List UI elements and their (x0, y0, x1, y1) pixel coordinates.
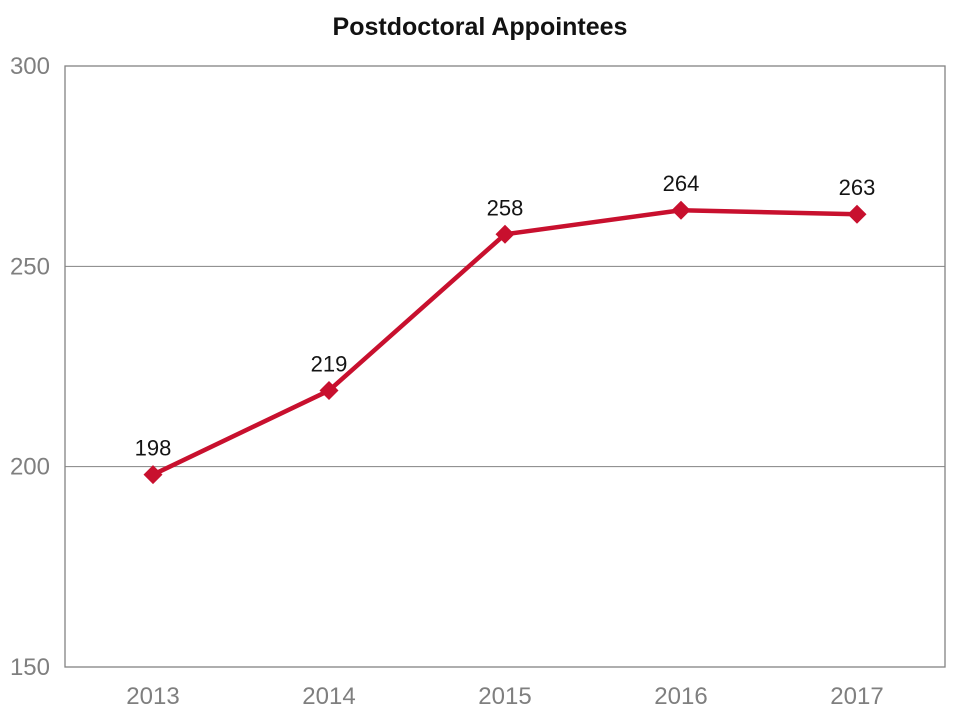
series-line (152, 207, 858, 477)
data-point-marker (495, 224, 515, 244)
x-axis-tick-label: 2015 (478, 683, 531, 710)
data-point-marker (319, 381, 339, 401)
chart-title: Postdoctoral Appointees (332, 13, 628, 41)
data-point-label: 198 (135, 436, 172, 461)
y-axis-tick-label: 200 (10, 454, 50, 481)
data-point-marker (143, 465, 163, 485)
data-point-label: 258 (487, 195, 524, 220)
x-axis-tick-label: 2017 (830, 683, 883, 710)
x-axis-tick-label: 2014 (302, 683, 355, 710)
y-axis-tick-label: 300 (10, 53, 50, 80)
y-axis-tick-label: 150 (10, 654, 50, 681)
x-axis-tick-label: 2013 (126, 683, 179, 710)
y-axis-tick-label: 250 (10, 253, 50, 280)
plot-border (64, 65, 946, 668)
x-axis-tick-label: 2016 (654, 683, 707, 710)
data-point-marker (847, 204, 867, 224)
data-point-label: 219 (311, 352, 348, 377)
data-point-marker (671, 200, 691, 220)
data-point-label: 264 (663, 171, 700, 196)
data-point-label: 263 (839, 175, 876, 200)
